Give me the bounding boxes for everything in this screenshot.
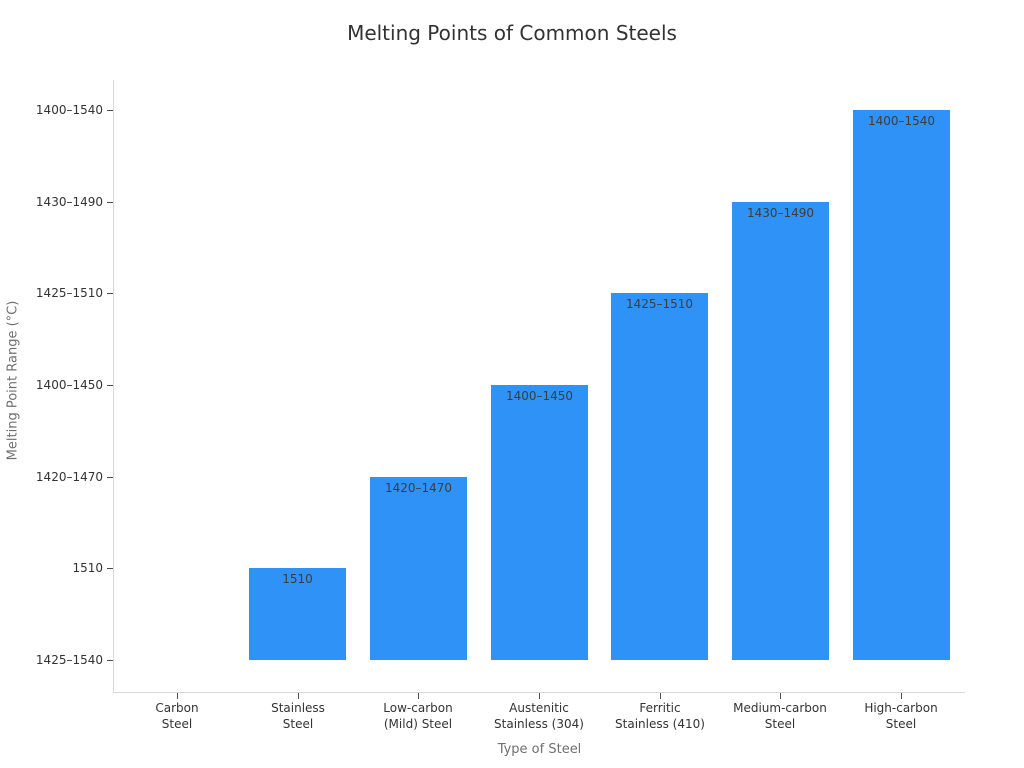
bar-ferritic-stainless-410- bbox=[611, 293, 708, 660]
x-tick-label: Low-carbon (Mild) Steel bbox=[383, 701, 453, 731]
y-tick-label: 1430–1490 bbox=[35, 195, 103, 209]
x-tick-label: Stainless Steel bbox=[271, 701, 325, 731]
y-tick-label: 1400–1450 bbox=[35, 378, 103, 392]
y-tick-mark bbox=[107, 293, 113, 294]
x-tick-mark bbox=[660, 693, 661, 699]
x-tick-label: Medium-carbon Steel bbox=[733, 701, 827, 731]
x-tick-mark bbox=[177, 693, 178, 699]
x-tick-mark bbox=[780, 693, 781, 699]
y-tick-mark bbox=[107, 385, 113, 386]
y-tick-label: 1420–1470 bbox=[35, 470, 103, 484]
bar-value-label: 1400–1450 bbox=[505, 389, 574, 403]
x-tick-label: Ferritic Stainless (410) bbox=[615, 701, 705, 731]
bar-value-label: 1430–1490 bbox=[746, 206, 815, 220]
bar-stainless-steel bbox=[249, 568, 346, 660]
bar-value-label: 1510 bbox=[282, 572, 313, 586]
bar-value-label: 1420–1470 bbox=[384, 481, 453, 495]
y-tick-mark bbox=[107, 202, 113, 203]
y-tick-mark bbox=[107, 660, 113, 661]
bar-value-label: 1425–1510 bbox=[625, 297, 694, 311]
y-axis-line bbox=[113, 80, 114, 692]
chart-title: Melting Points of Common Steels bbox=[347, 21, 677, 45]
y-tick-label: 1400–1540 bbox=[35, 103, 103, 117]
x-tick-label: High-carbon Steel bbox=[864, 701, 938, 731]
x-tick-mark bbox=[539, 693, 540, 699]
y-tick-mark bbox=[107, 110, 113, 111]
y-tick-mark bbox=[107, 477, 113, 478]
x-tick-mark bbox=[418, 693, 419, 699]
x-axis-line bbox=[113, 692, 965, 693]
y-tick-label: 1425–1510 bbox=[35, 286, 103, 300]
x-axis-title: Type of Steel bbox=[497, 742, 582, 757]
bar-value-label: 1400–1540 bbox=[867, 114, 936, 128]
y-tick-label: 1425–1540 bbox=[35, 653, 103, 667]
bar-high-carbon-steel bbox=[853, 110, 950, 660]
y-tick-label: 1510 bbox=[72, 561, 103, 575]
y-tick-mark bbox=[107, 568, 113, 569]
x-tick-mark bbox=[901, 693, 902, 699]
bar-low-carbon-mild-steel bbox=[370, 477, 467, 660]
x-tick-label: Austenitic Stainless (304) bbox=[494, 701, 584, 731]
bar-austenitic-stainless-304- bbox=[491, 385, 588, 660]
x-tick-mark bbox=[298, 693, 299, 699]
bar-medium-carbon-steel bbox=[732, 202, 829, 660]
x-tick-label: Carbon Steel bbox=[155, 701, 199, 731]
